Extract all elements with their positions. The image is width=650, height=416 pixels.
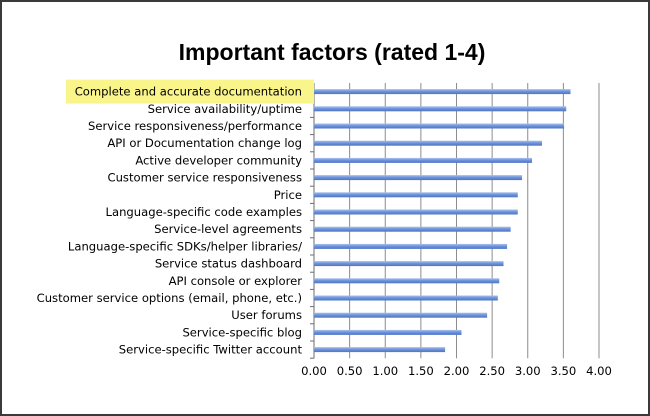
bar (314, 278, 500, 284)
category-label: Active developer community (135, 153, 302, 167)
category-label: Service status dashboard (155, 257, 302, 271)
category-label: API console or explorer (169, 274, 303, 288)
x-tick-label: 1.50 (408, 364, 434, 378)
category-label: Service responsiveness/performance (88, 119, 302, 133)
bar (314, 226, 511, 232)
category-label: User forums (231, 308, 302, 322)
x-tick-label: 1.00 (372, 364, 398, 378)
x-tick-label: 3.00 (515, 364, 541, 378)
category-label: Service-specific blog (182, 325, 302, 339)
bar (314, 175, 523, 181)
category-label: Price (274, 188, 302, 202)
category-label: API or Documentation change log (107, 136, 302, 150)
bars (314, 89, 571, 353)
x-tick-label: 0.50 (337, 364, 363, 378)
category-label: Service availability/uptime (148, 102, 302, 116)
bar (314, 261, 504, 267)
bar (314, 192, 518, 198)
highlight-box (66, 79, 314, 104)
bar (314, 295, 498, 301)
category-label: Language-specific code examples (106, 205, 302, 219)
bar (314, 157, 533, 163)
x-axis-tick-labels: 0.00 0.50 1.00 1.50 2.00 2.50 3.00 3.50 4.00 (301, 364, 612, 378)
bar (314, 209, 518, 215)
bar (314, 106, 567, 112)
category-label: Customer service responsiveness (107, 171, 302, 185)
chart-title: Important factors (rated 1-4) (179, 39, 486, 65)
highlight-layer (66, 79, 314, 104)
bar (314, 312, 488, 318)
grid-lines (310, 82, 600, 359)
bar (314, 243, 508, 249)
category-label: Language-specific SDKs/helper libraries/ (68, 239, 302, 253)
bar (314, 140, 542, 146)
x-tick-label: 2.50 (479, 364, 505, 378)
bar (314, 89, 571, 95)
bar (314, 347, 446, 353)
category-labels: Complete and accurate documentation Servi… (37, 85, 303, 357)
category-label: Service-specific Twitter account (119, 343, 303, 357)
category-label: Customer service options (email, phone, … (37, 291, 302, 305)
x-tick-label: 3.50 (550, 364, 576, 378)
bar (314, 329, 462, 335)
bar (314, 123, 565, 129)
category-label: Complete and accurate documentation (75, 85, 302, 99)
x-tick-label: 4.00 (586, 364, 612, 378)
x-tick-label: 0.00 (301, 364, 327, 378)
x-tick-label: 2.00 (444, 364, 470, 378)
category-label: Service-level agreements (154, 222, 302, 236)
